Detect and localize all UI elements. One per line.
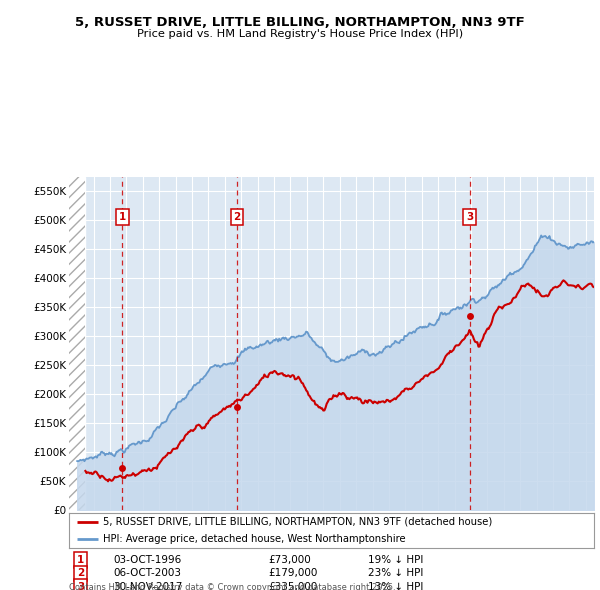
Polygon shape — [69, 177, 85, 510]
Text: £73,000: £73,000 — [269, 555, 311, 565]
Text: 19% ↓ HPI: 19% ↓ HPI — [368, 555, 424, 565]
Text: 03-OCT-1996: 03-OCT-1996 — [113, 555, 182, 565]
Text: 13% ↓ HPI: 13% ↓ HPI — [368, 582, 424, 590]
Text: £179,000: £179,000 — [269, 568, 318, 578]
Text: 3: 3 — [466, 212, 473, 222]
Text: Price paid vs. HM Land Registry's House Price Index (HPI): Price paid vs. HM Land Registry's House … — [137, 30, 463, 39]
Text: 06-OCT-2003: 06-OCT-2003 — [113, 568, 182, 578]
Text: 5, RUSSET DRIVE, LITTLE BILLING, NORTHAMPTON, NN3 9TF: 5, RUSSET DRIVE, LITTLE BILLING, NORTHAM… — [75, 16, 525, 29]
Text: 23% ↓ HPI: 23% ↓ HPI — [368, 568, 424, 578]
Text: 1: 1 — [77, 555, 84, 565]
Text: 30-NOV-2017: 30-NOV-2017 — [113, 582, 183, 590]
Text: 3: 3 — [77, 582, 84, 590]
Text: Contains HM Land Registry data © Crown copyright and database right 2025.
This d: Contains HM Land Registry data © Crown c… — [69, 583, 395, 590]
Text: HPI: Average price, detached house, West Northamptonshire: HPI: Average price, detached house, West… — [103, 534, 406, 544]
Text: 1: 1 — [119, 212, 126, 222]
Text: £335,000: £335,000 — [269, 582, 318, 590]
Text: 5, RUSSET DRIVE, LITTLE BILLING, NORTHAMPTON, NN3 9TF (detached house): 5, RUSSET DRIVE, LITTLE BILLING, NORTHAM… — [103, 517, 493, 527]
Text: 2: 2 — [233, 212, 241, 222]
Text: 2: 2 — [77, 568, 84, 578]
